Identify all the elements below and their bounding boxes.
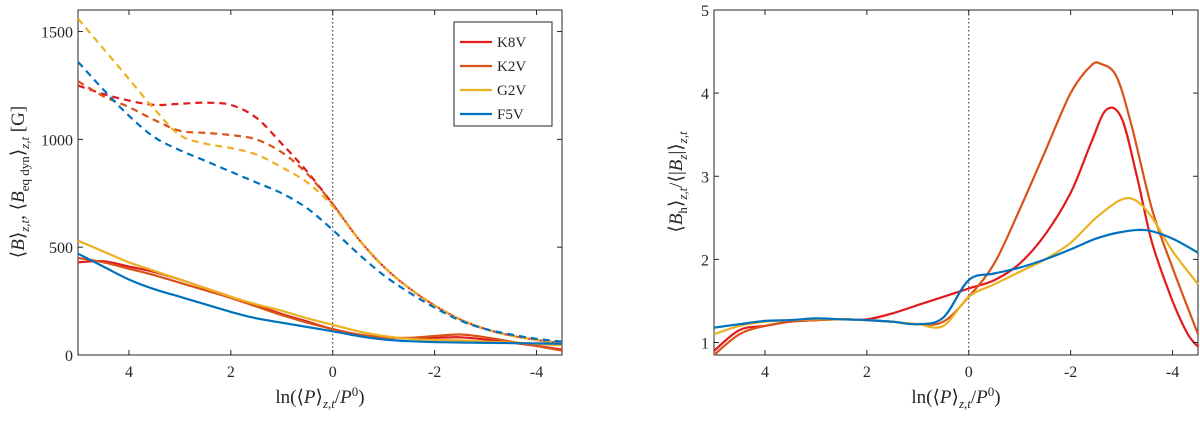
left-plot-frame <box>77 9 563 356</box>
panel1-y-tick-label: 1 <box>701 336 709 353</box>
panel0-y-tick-label: 1000 <box>41 132 73 149</box>
legend: K8V K2V G2V F5V <box>453 21 553 127</box>
panel1-series-k8v-line <box>713 106 1199 352</box>
panel1-y-tick-label: 4 <box>701 86 709 103</box>
right-plot-frame <box>713 9 1199 356</box>
panel0-y-tick-label: 500 <box>49 240 73 257</box>
panel1-x-tick-label: 0 <box>965 364 973 381</box>
panel1-series-f5v-line <box>713 228 1199 329</box>
legend-label-k2v: K2V <box>497 59 526 75</box>
left-panel: 4 2 0 -2 -4 0 500 1000 1500 ln(⟨P⟩z,t/P0) ⟨B⟩z,… <box>8 9 563 411</box>
left-y-axis-label: ⟨B⟩z,t, ⟨Beq dyn⟩z,t [G] <box>8 106 32 258</box>
right-y-axis-label: ⟨Bh⟩z,t/⟨|Bz|⟩z,t <box>666 131 690 233</box>
panel0-y-tick-label: 1500 <box>41 25 73 42</box>
panel1-x-tick-label: 2 <box>863 364 871 381</box>
panel1-x-tick-label: -2 <box>1064 364 1077 381</box>
legend-label-g2v: G2V <box>497 83 526 99</box>
panel0-x-tick-label: 2 <box>227 364 235 381</box>
panel0-series-f5v-line <box>77 252 563 345</box>
panel0-series-k2v-beq-dyn-line <box>77 80 563 345</box>
panel0-series-k8v-beq-dyn-line <box>77 84 563 345</box>
left-x-axis-label: ln(⟨P⟩z,t/P0) <box>275 384 364 411</box>
panel1-y-tick-label: 5 <box>701 3 709 20</box>
panel0-x-tick-label: -4 <box>530 364 543 381</box>
panel0-series-k2v-line <box>77 256 563 352</box>
legend-label-k8v: K8V <box>497 35 526 51</box>
panel1-y-tick-label: 2 <box>701 252 709 269</box>
panel0-x-tick-label: 4 <box>125 364 133 381</box>
panel0-series-f5v-beq-dyn-line <box>77 61 563 343</box>
right-x-axis-label: ln(⟨P⟩z,t/P0) <box>911 384 1000 411</box>
right-y-ticks: 1 2 3 4 5 <box>701 3 1198 353</box>
right-panel: 4 2 0 -2 -4 1 2 3 4 5 ln(⟨P⟩z,t/P0) ⟨Bh⟩z,t/⟨|Bz… <box>666 3 1200 411</box>
panel0-y-tick-label: 0 <box>65 348 73 365</box>
left-series-group <box>77 17 563 352</box>
left-x-ticks: 4 2 0 -2 -4 <box>125 10 543 381</box>
left-y-ticks: 0 500 1000 1500 <box>41 25 562 365</box>
panel1-series-g2v-line <box>713 196 1199 336</box>
right-x-ticks: 4 2 0 -2 -4 <box>761 10 1179 381</box>
panel0-x-tick-label: -2 <box>428 364 441 381</box>
right-series-group <box>713 61 1200 356</box>
panel1-x-tick-label: 4 <box>761 364 769 381</box>
panel0-x-tick-label: 0 <box>329 364 337 381</box>
legend-box <box>453 21 553 127</box>
panel1-y-tick-label: 3 <box>701 169 709 186</box>
panel0-series-g2v-line <box>77 239 563 347</box>
legend-label-f5v: F5V <box>497 107 524 123</box>
panel1-x-tick-label: -4 <box>1166 364 1179 381</box>
panel0-series-g2v-beq-dyn-line <box>77 17 563 345</box>
